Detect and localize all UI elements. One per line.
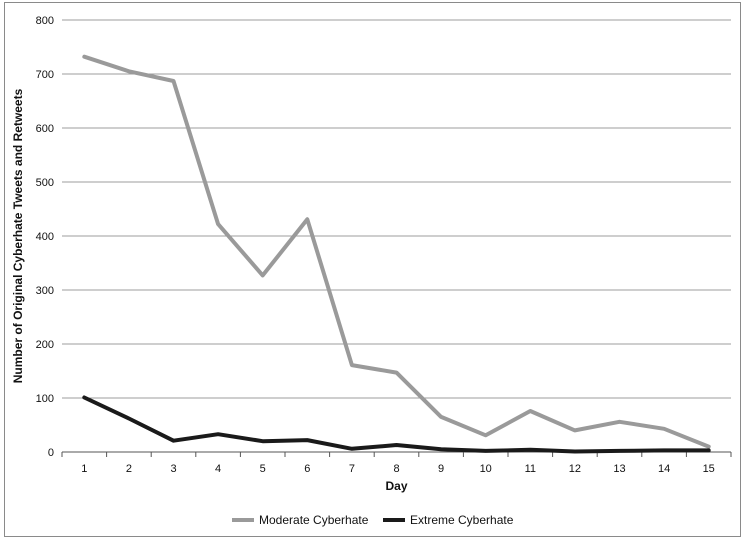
series-lines — [82, 54, 711, 454]
y-tick-label: 200 — [36, 339, 54, 351]
series-line-moderate — [82, 54, 711, 449]
x-tick-label: 13 — [613, 463, 625, 475]
legend-label: Moderate Cyberhate — [259, 513, 369, 527]
y-tick-label: 0 — [48, 447, 54, 459]
legend: Moderate Cyberhate Extreme Cyberhate — [232, 513, 514, 527]
gridlines — [62, 19, 731, 399]
x-tick-label: 11 — [525, 463, 536, 475]
x-tick-label: 12 — [569, 463, 581, 475]
y-tick-label: 800 — [36, 15, 54, 27]
x-tick-label: 10 — [480, 463, 492, 475]
x-tick-label: 2 — [126, 463, 132, 475]
x-tick-label: 14 — [658, 463, 670, 475]
series-line-extreme — [82, 395, 711, 454]
x-tick-label: 4 — [215, 463, 221, 475]
x-tick-label: 15 — [703, 463, 715, 475]
x-tick-label: 8 — [393, 463, 399, 475]
x-tick-label: 1 — [81, 463, 87, 475]
x-tick-label: 3 — [170, 463, 176, 475]
x-tick-marks — [61, 452, 732, 457]
x-tick-labels: 1 2 3 4 5 6 7 8 9 10 11 12 13 14 15 — [81, 463, 715, 475]
x-tick-label: 9 — [438, 463, 444, 475]
x-tick-label: 7 — [349, 463, 355, 475]
legend-label: Extreme Cyberhate — [410, 513, 514, 527]
y-tick-label: 700 — [36, 69, 54, 81]
x-tick-label: 5 — [260, 463, 266, 475]
x-axis-title: Day — [385, 479, 407, 493]
y-tick-label: 500 — [36, 177, 54, 189]
y-tick-label: 600 — [36, 123, 54, 135]
x-tick-label: 6 — [304, 463, 310, 475]
y-tick-label: 300 — [36, 285, 54, 297]
y-tick-labels: 0 100 200 300 400 500 600 700 800 — [36, 15, 54, 459]
y-tick-label: 100 — [36, 393, 54, 405]
y-axis-title: Number of Original Cyberhate Tweets and … — [11, 88, 25, 383]
y-tick-label: 400 — [36, 231, 54, 243]
